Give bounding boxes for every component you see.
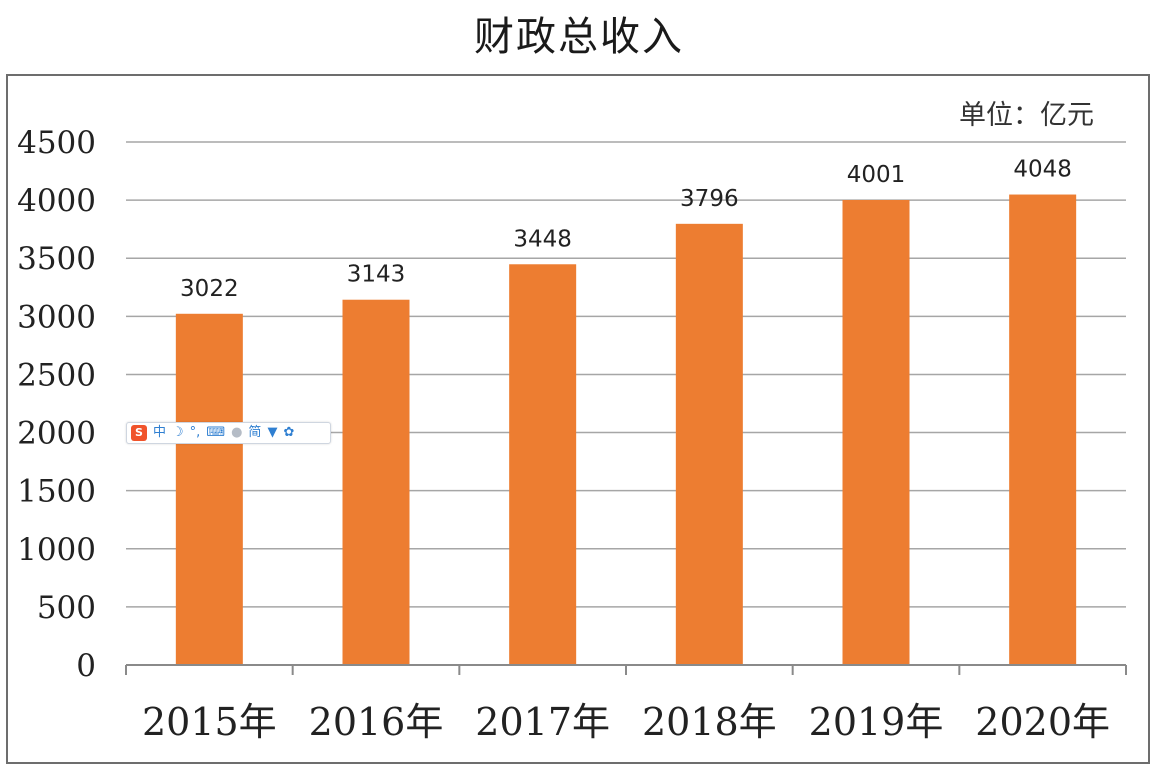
ime-punctuation-button[interactable]: °, — [189, 425, 201, 440]
y-tick-label: 500 — [37, 590, 96, 626]
ime-settings-icon[interactable]: ✿ — [283, 425, 295, 440]
y-tick-label: 2000 — [17, 416, 96, 452]
x-axis-ticks: 2015年 2016年 2017年 2018年 2019年 2020年 — [142, 700, 1110, 744]
y-tick-label: 3000 — [17, 299, 96, 335]
ime-user-icon[interactable]: ● — [231, 425, 243, 440]
y-tick-label: 2500 — [17, 357, 96, 393]
y-tick-label: 3500 — [17, 241, 96, 277]
bar — [509, 264, 577, 665]
ime-toolbar[interactable]: S 中 ☽ °, ⌨ ● 简 ▼ ✿ — [126, 422, 331, 444]
ime-moon-icon[interactable]: ☽ — [172, 425, 184, 440]
unit-label: 单位：亿元 — [959, 100, 1094, 131]
y-tick-label: 4500 — [17, 125, 96, 161]
y-axis-ticks: 0 500 1000 1500 2000 2500 3000 3500 4000 4500 — [17, 125, 96, 684]
y-tick-label: 0 — [76, 648, 96, 684]
data-label: 3022 — [180, 276, 239, 302]
data-label: 4048 — [1013, 157, 1072, 183]
x-tick-label: 2020年 — [975, 700, 1110, 744]
ime-skin-icon[interactable]: ▼ — [267, 425, 278, 440]
x-axis — [125, 664, 1127, 675]
y-tick-label: 4000 — [17, 183, 96, 219]
gridlines — [126, 141, 1126, 608]
chart-title: 财政总收入 — [474, 14, 684, 60]
bar — [175, 313, 243, 665]
bars — [175, 194, 1077, 666]
x-tick-label: 2019年 — [809, 700, 944, 744]
data-label: 3796 — [680, 186, 739, 212]
data-label: 3143 — [347, 262, 406, 288]
x-tick-label: 2018年 — [642, 700, 777, 744]
data-label: 3448 — [513, 226, 572, 252]
y-tick-label: 1000 — [17, 532, 96, 568]
x-tick-label: 2017年 — [475, 700, 610, 744]
x-tick-label: 2015年 — [142, 700, 277, 744]
ime-chinese-mode-button[interactable]: 中 — [153, 425, 167, 440]
ime-simplified-button[interactable]: 简 — [248, 425, 262, 440]
ime-logo-icon[interactable]: S — [131, 425, 147, 441]
bar — [342, 299, 410, 665]
bar — [1009, 194, 1077, 665]
bar — [675, 223, 743, 666]
y-tick-label: 1500 — [17, 474, 96, 510]
data-label: 4001 — [847, 162, 906, 188]
data-labels: 3022 3143 3448 3796 4001 4048 — [180, 157, 1072, 302]
bar — [842, 199, 910, 666]
ime-keyboard-icon[interactable]: ⌨ — [206, 425, 226, 440]
x-tick-label: 2016年 — [309, 700, 444, 744]
